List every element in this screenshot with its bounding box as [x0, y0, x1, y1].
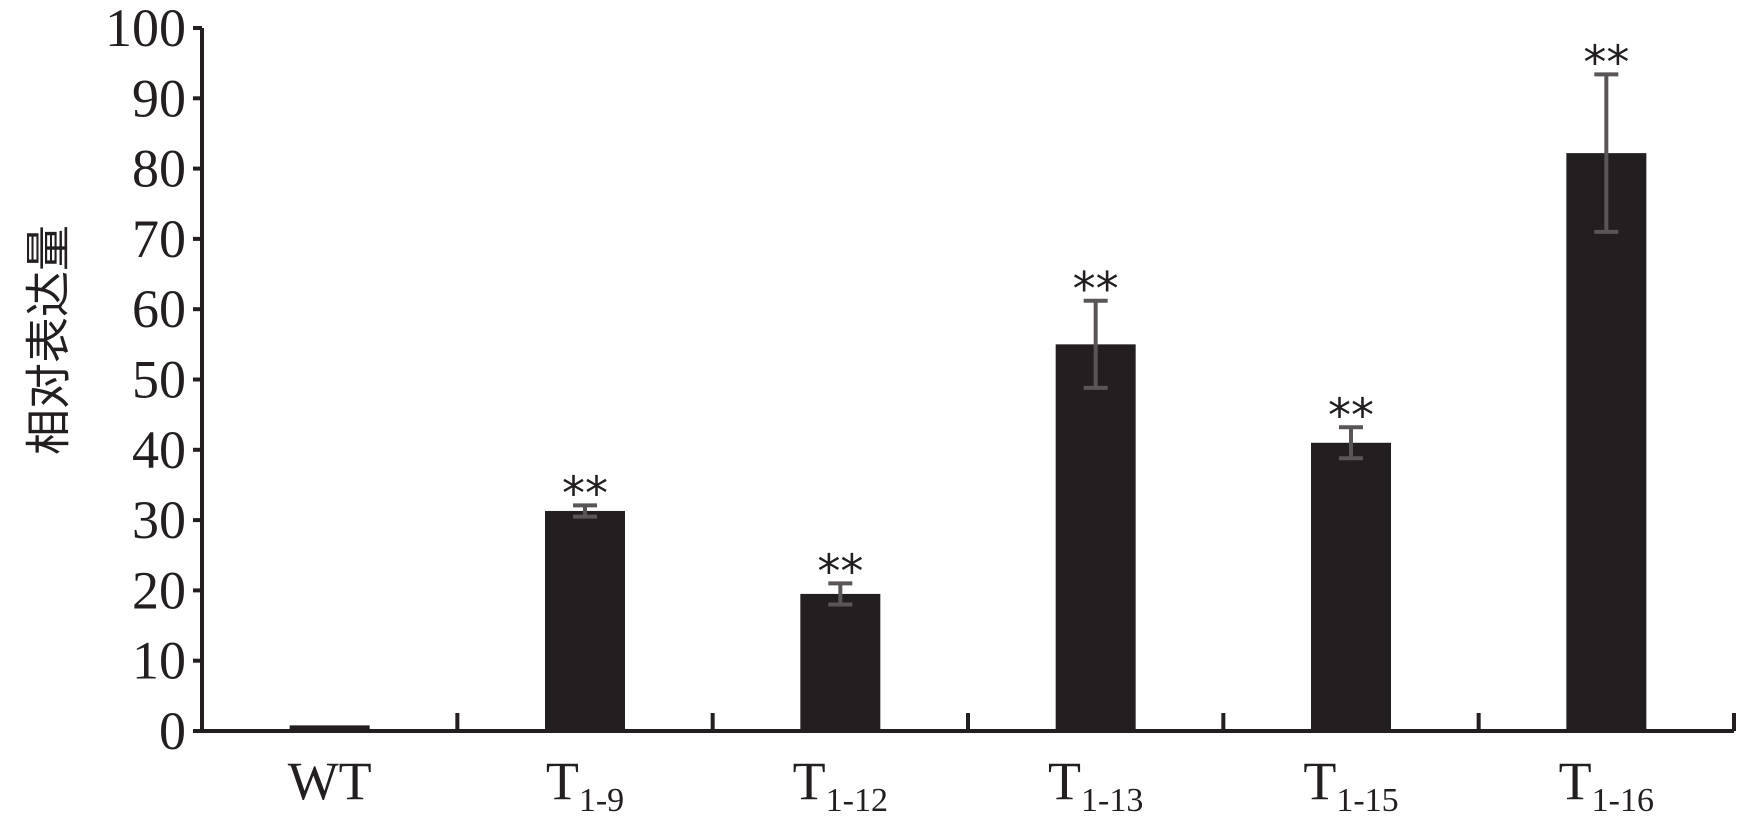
y-tick-label: 100	[105, 0, 186, 58]
bar	[1311, 442, 1391, 731]
bar	[1055, 344, 1136, 731]
y-tick-label: 90	[132, 68, 186, 128]
y-tick-label: 50	[132, 350, 186, 410]
category-subscript: 1-16	[1592, 782, 1654, 819]
error-bar	[1339, 425, 1363, 461]
significance-label: **	[1073, 262, 1119, 316]
y-tick-label: 80	[132, 139, 186, 199]
category-name: T	[546, 751, 579, 811]
x-tick-label: T1-9	[546, 751, 624, 819]
category-subscript: 1-9	[579, 782, 624, 819]
error-bar	[1083, 298, 1108, 390]
category-subscript: 1-13	[1081, 782, 1143, 819]
y-tick-label: 60	[132, 279, 186, 339]
bar	[289, 725, 370, 731]
category-name: T	[793, 751, 826, 811]
category-subscript: 1-12	[826, 782, 888, 819]
significance-label: **	[562, 466, 608, 520]
y-tick-label: 20	[132, 560, 186, 620]
y-tick-label: 0	[159, 701, 186, 761]
significance-label: **	[1583, 35, 1629, 89]
bar	[1566, 153, 1647, 731]
y-tick-label: 40	[132, 420, 186, 480]
error-bar	[1594, 72, 1619, 234]
y-tick-label: 10	[132, 631, 186, 691]
category-name: T	[1048, 751, 1081, 811]
x-tick-label: WT	[288, 751, 372, 811]
x-tick-label: T1-15	[1303, 751, 1398, 819]
bar	[545, 510, 625, 731]
category-name: WT	[288, 751, 372, 811]
significance-label: **	[1328, 388, 1374, 442]
y-tick-label: 30	[132, 490, 186, 550]
y-tick-label: 70	[132, 209, 186, 269]
x-tick-label: T1-12	[793, 751, 888, 819]
category-name: T	[1559, 751, 1592, 811]
category-name: T	[1303, 751, 1336, 811]
y-axis-label: 相对表达量	[22, 225, 76, 455]
error-bar	[573, 503, 597, 519]
category-subscript: 1-15	[1336, 782, 1398, 819]
significance-label: **	[817, 544, 863, 598]
error-bar	[828, 581, 853, 607]
x-tick-label: T1-13	[1048, 751, 1143, 819]
x-tick-label: T1-16	[1559, 751, 1654, 819]
bar	[800, 593, 881, 731]
